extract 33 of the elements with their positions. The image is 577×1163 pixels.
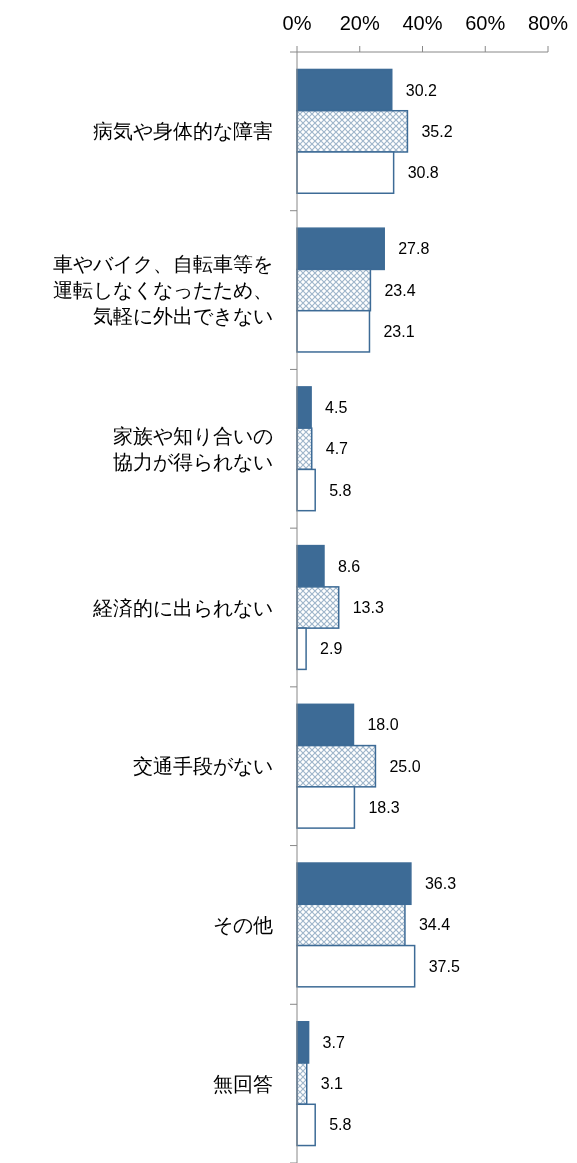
data-label: 25.0 (389, 757, 421, 775)
data-label: 4.5 (325, 399, 348, 417)
data-label: 34.4 (418, 916, 451, 934)
y-tick-label: 家族や知り合いの協力が得られない (113, 424, 273, 473)
data-label: 36.3 (424, 875, 457, 893)
y-tick-label: 病気や身体的な障害 (93, 120, 273, 143)
data-label: 18.0 (367, 716, 399, 734)
data-label: 2.9 (320, 640, 343, 658)
data-label: 30.8 (407, 164, 439, 182)
data-label: 4.7 (325, 440, 349, 458)
data-label: 5.8 (329, 1116, 352, 1134)
data-label: 27.8 (398, 240, 430, 258)
data-label: 37.5 (428, 957, 460, 975)
data-label: 3.1 (320, 1075, 344, 1093)
data-label: 30.2 (405, 81, 437, 99)
x-tick-label: 0% (282, 12, 312, 34)
data-label: 23.1 (383, 322, 415, 340)
data-label: 5.8 (329, 481, 352, 499)
data-label: 3.7 (322, 1033, 345, 1051)
x-tick-label: 60% (465, 12, 506, 34)
data-label: 13.3 (352, 599, 384, 616)
data-label: 23.4 (384, 281, 416, 299)
y-tick-label: 交通手段がない (133, 755, 273, 778)
data-label: 18.3 (368, 798, 400, 816)
x-tick-label: 20% (339, 12, 380, 34)
x-tick-label: 80% (527, 12, 569, 34)
data-label: 8.6 (337, 557, 361, 575)
y-tick-label: 車やバイク、自転車等を運転しなくなったため、気軽に外出できない (53, 253, 273, 328)
y-tick-label: その他 (213, 913, 273, 936)
y-tick-label: 無回答 (213, 1072, 273, 1095)
y-tick-label: 経済的に出られない (92, 596, 273, 619)
x-tick-label: 40% (402, 12, 443, 34)
data-label: 35.2 (421, 122, 453, 140)
